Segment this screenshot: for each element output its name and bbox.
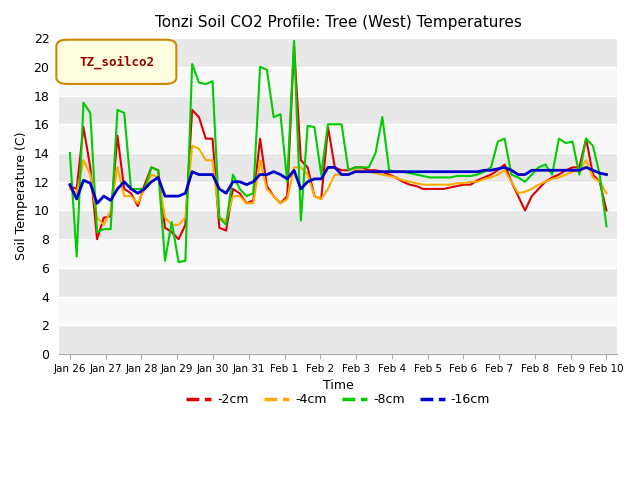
- Bar: [59, 268, 617, 297]
- FancyBboxPatch shape: [56, 40, 177, 84]
- Bar: [59, 239, 617, 268]
- -16cm: [426, 169, 434, 175]
- -2cm: [555, 172, 563, 178]
- Title: Tonzi Soil CO2 Profile: Tree (West) Temperatures: Tonzi Soil CO2 Profile: Tree (West) Temp…: [155, 15, 522, 30]
- -2cm: [93, 236, 101, 242]
- -4cm: [399, 178, 406, 183]
- -4cm: [555, 175, 563, 180]
- -8cm: [66, 150, 74, 156]
- -8cm: [447, 175, 454, 180]
- -8cm: [175, 259, 182, 265]
- -2cm: [66, 183, 74, 189]
- Bar: [59, 67, 617, 96]
- -16cm: [406, 169, 413, 175]
- Bar: [59, 297, 617, 325]
- Y-axis label: Soil Temperature (C): Soil Temperature (C): [15, 132, 28, 260]
- -4cm: [66, 186, 74, 192]
- Bar: [59, 325, 617, 354]
- X-axis label: Time: Time: [323, 379, 353, 393]
- Bar: [59, 153, 617, 182]
- -16cm: [66, 182, 74, 188]
- -8cm: [290, 38, 298, 44]
- -8cm: [317, 172, 325, 178]
- -2cm: [447, 185, 454, 191]
- -8cm: [555, 136, 563, 142]
- Line: -8cm: -8cm: [70, 41, 607, 262]
- Bar: [59, 38, 617, 67]
- -4cm: [100, 222, 108, 228]
- -16cm: [93, 201, 101, 206]
- -4cm: [426, 182, 434, 188]
- -4cm: [317, 196, 325, 202]
- Line: -2cm: -2cm: [70, 45, 607, 239]
- -2cm: [317, 196, 325, 202]
- -2cm: [406, 182, 413, 188]
- -16cm: [324, 165, 332, 170]
- -16cm: [447, 169, 454, 175]
- -2cm: [603, 208, 611, 214]
- -8cm: [406, 170, 413, 176]
- Bar: [59, 211, 617, 239]
- Text: TZ_soilco2: TZ_soilco2: [79, 55, 154, 69]
- -16cm: [603, 172, 611, 178]
- -16cm: [399, 169, 406, 175]
- -4cm: [447, 182, 454, 188]
- -4cm: [406, 179, 413, 185]
- -4cm: [188, 143, 196, 149]
- Bar: [59, 96, 617, 124]
- -8cm: [399, 169, 406, 175]
- Line: -16cm: -16cm: [70, 168, 607, 204]
- Bar: [59, 182, 617, 211]
- -8cm: [603, 223, 611, 229]
- Legend: -2cm, -4cm, -8cm, -16cm: -2cm, -4cm, -8cm, -16cm: [181, 388, 495, 411]
- -2cm: [426, 186, 434, 192]
- Bar: [59, 124, 617, 153]
- Line: -4cm: -4cm: [70, 146, 607, 225]
- -2cm: [399, 179, 406, 185]
- -2cm: [290, 42, 298, 48]
- -4cm: [603, 191, 611, 196]
- -8cm: [426, 175, 434, 180]
- -16cm: [555, 168, 563, 173]
- -16cm: [310, 176, 318, 182]
